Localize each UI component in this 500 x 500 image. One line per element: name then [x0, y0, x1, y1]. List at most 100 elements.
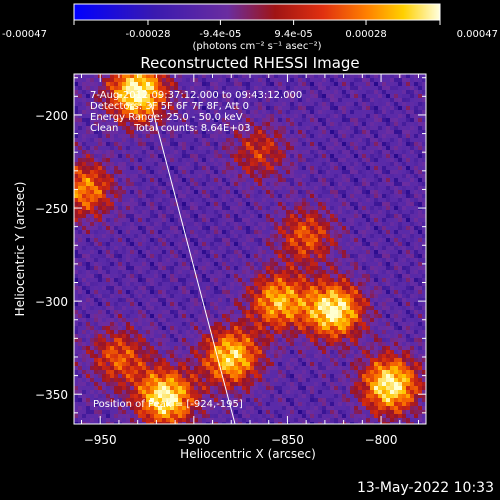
heatmap-cell: [282, 258, 286, 262]
heatmap-cell: [282, 130, 286, 134]
heatmap-cell: [286, 194, 290, 198]
heatmap-cell: [170, 86, 174, 90]
heatmap-cell: [162, 190, 166, 194]
heatmap-cell: [214, 86, 218, 90]
heatmap-cell: [214, 230, 218, 234]
heatmap-cell: [202, 346, 206, 350]
heatmap-cell: [286, 210, 290, 214]
heatmap-cell: [286, 126, 290, 130]
heatmap-cell: [146, 246, 150, 250]
heatmap-cell: [278, 398, 282, 402]
heatmap-cell: [154, 406, 158, 410]
heatmap-cell: [122, 210, 126, 214]
heatmap-cell: [158, 266, 162, 270]
heatmap-cell: [98, 358, 102, 362]
heatmap-cell: [162, 322, 166, 326]
heatmap-cell: [158, 218, 162, 222]
heatmap-cell: [246, 270, 250, 274]
heatmap-cell: [306, 186, 310, 190]
heatmap-cell: [146, 294, 150, 298]
heatmap-cell: [150, 402, 154, 406]
heatmap-cell: [222, 326, 226, 330]
heatmap-cell: [246, 266, 250, 270]
heatmap-cell: [86, 362, 90, 366]
heatmap-cell: [318, 194, 322, 198]
heatmap-cell: [206, 386, 210, 390]
heatmap-cell: [234, 338, 238, 342]
heatmap-cell: [102, 154, 106, 158]
heatmap-cell: [286, 110, 290, 114]
heatmap-cell: [302, 318, 306, 322]
heatmap-cell: [94, 118, 98, 122]
heatmap-cell: [154, 182, 158, 186]
heatmap-cell: [238, 158, 242, 162]
heatmap-cell: [206, 302, 210, 306]
heatmap-cell: [254, 94, 258, 98]
heatmap-cell: [90, 290, 94, 294]
heatmap-cell: [286, 186, 290, 190]
heatmap-cell: [314, 278, 318, 282]
heatmap-cell: [142, 286, 146, 290]
heatmap-cell: [90, 86, 94, 90]
heatmap-cell: [130, 270, 134, 274]
heatmap-cell: [134, 90, 138, 94]
heatmap-cell: [118, 174, 122, 178]
heatmap-cell: [142, 302, 146, 306]
heatmap-cell: [182, 210, 186, 214]
heatmap-cell: [234, 198, 238, 202]
heatmap-cell: [106, 282, 110, 286]
heatmap-cell: [118, 258, 122, 262]
heatmap-cell: [86, 314, 90, 318]
heatmap-cell: [134, 206, 138, 210]
heatmap-cell: [234, 194, 238, 198]
heatmap-cell: [226, 242, 230, 246]
heatmap-cell: [186, 382, 190, 386]
heatmap-cell: [182, 158, 186, 162]
heatmap-cell: [82, 274, 86, 278]
heatmap-cell: [234, 98, 238, 102]
heatmap-cell: [314, 74, 318, 78]
heatmap-cell: [102, 382, 106, 386]
heatmap-cell: [222, 386, 226, 390]
heatmap-cell: [138, 418, 142, 422]
heatmap-cell: [98, 202, 102, 206]
heatmap-cell: [142, 346, 146, 350]
heatmap-cell: [158, 358, 162, 362]
heatmap-cell: [86, 242, 90, 246]
heatmap-cell: [266, 362, 270, 366]
heatmap-cell: [182, 290, 186, 294]
heatmap-cell: [194, 194, 198, 198]
heatmap-cell: [286, 374, 290, 378]
heatmap-cell: [114, 370, 118, 374]
heatmap-cell: [286, 94, 290, 98]
heatmap-cell: [162, 414, 166, 418]
heatmap-cell: [114, 246, 118, 250]
heatmap-cell: [294, 142, 298, 146]
heatmap-cell: [206, 250, 210, 254]
heatmap-cell: [254, 302, 258, 306]
heatmap-cell: [154, 378, 158, 382]
heatmap-cell: [118, 170, 122, 174]
heatmap-cell: [206, 226, 210, 230]
heatmap-cell: [242, 250, 246, 254]
heatmap-cell: [78, 94, 82, 98]
heatmap-cell: [186, 390, 190, 394]
heatmap-cell: [142, 262, 146, 266]
heatmap-cell: [206, 326, 210, 330]
heatmap-cell: [206, 198, 210, 202]
heatmap-cell: [246, 282, 250, 286]
heatmap-cell: [82, 386, 86, 390]
heatmap-cell: [162, 402, 166, 406]
heatmap-cell: [326, 210, 330, 214]
heatmap-cell: [262, 394, 266, 398]
heatmap-cell: [262, 286, 266, 290]
heatmap-cell: [106, 258, 110, 262]
heatmap-cell: [134, 74, 138, 78]
heatmap-cell: [106, 346, 110, 350]
heatmap-cell: [238, 202, 242, 206]
heatmap-cell: [114, 334, 118, 338]
heatmap-cell: [142, 154, 146, 158]
heatmap-cell: [302, 354, 306, 358]
heatmap-cell: [118, 194, 122, 198]
heatmap-cell: [238, 354, 242, 358]
